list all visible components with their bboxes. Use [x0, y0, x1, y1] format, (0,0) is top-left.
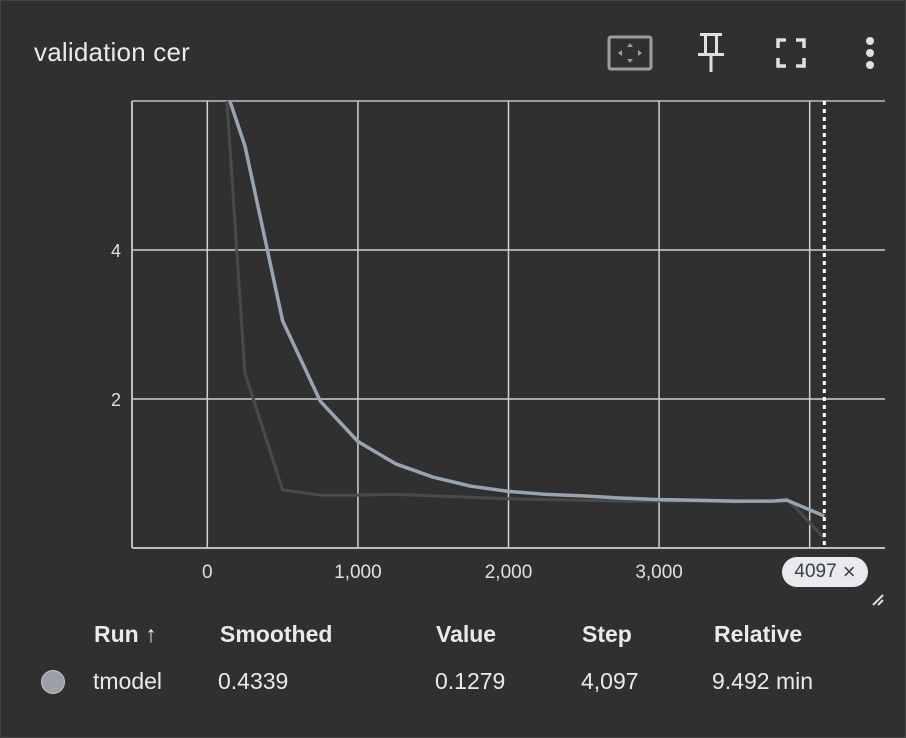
x-tick-labels: 0 1,000 2,000 3,000	[202, 562, 683, 583]
fit-domain-button[interactable]	[606, 31, 654, 75]
more-options-button[interactable]	[846, 31, 894, 75]
fullscreen-button[interactable]	[767, 31, 815, 75]
fit-domain-icon	[607, 35, 653, 71]
col-header-relative[interactable]: Relative	[714, 621, 803, 647]
series-line-smoothed	[228, 100, 825, 518]
col-header-smoothed[interactable]: Smoothed	[220, 621, 333, 647]
resize-handle-icon[interactable]	[869, 593, 887, 607]
chart-series	[225, 100, 826, 540]
x-tick-label: 2,000	[485, 562, 533, 583]
series-line-raw	[225, 100, 826, 540]
x-tick-label: 0	[202, 562, 213, 583]
card-title: validation cer	[34, 37, 190, 67]
fullscreen-icon	[776, 38, 806, 68]
col-header-step[interactable]: Step	[582, 621, 632, 647]
x-tick-label: 3,000	[635, 562, 683, 583]
x-tick-label: 1,000	[334, 562, 382, 583]
y-tick-label: 4	[111, 241, 121, 261]
pin-button[interactable]	[687, 31, 735, 75]
pin-icon	[698, 33, 724, 72]
step-badge-label: 4097	[794, 561, 837, 582]
cell-smoothed: 0.4339	[218, 668, 289, 694]
cell-step: 4,097	[581, 668, 639, 694]
y-tick-labels: 24	[111, 241, 121, 410]
cell-relative: 9.492 min	[712, 668, 814, 694]
col-header-value[interactable]: Value	[436, 621, 497, 647]
cell-run: tmodel	[93, 668, 163, 694]
y-tick-label: 2	[111, 390, 121, 410]
cell-value: 0.1279	[435, 668, 506, 694]
chart-grid	[132, 100, 885, 548]
col-header-run[interactable]: Run ↑	[94, 621, 157, 647]
run-color-swatch	[41, 670, 65, 694]
line-chart[interactable]: 24 0 1,000 2,000 3,000	[1, 1, 906, 611]
more-vert-icon	[866, 37, 874, 69]
step-badge[interactable]: 4097 ×	[782, 557, 868, 587]
close-icon[interactable]: ×	[842, 559, 856, 584]
